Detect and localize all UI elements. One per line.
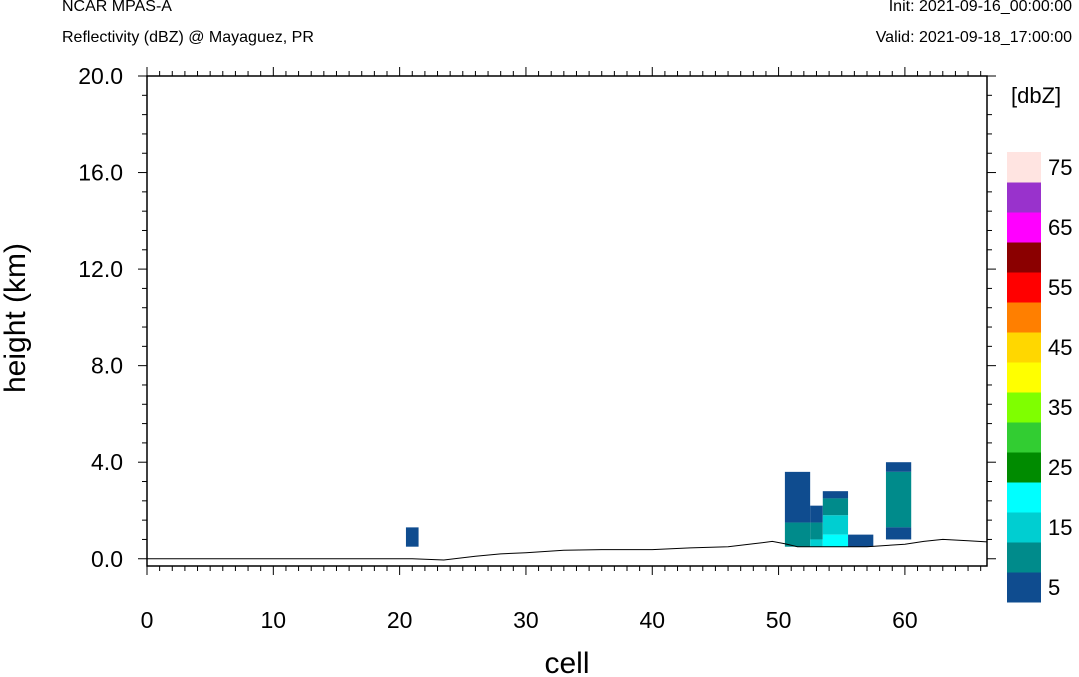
colorbar-box-70 (1007, 182, 1041, 213)
colorbar-box-20 (1007, 482, 1041, 513)
colorbar-label: 35 (1048, 395, 1072, 420)
colorbar-labels: 5 15 25 35 45 55 65 75 (1048, 155, 1072, 600)
x-axis-label: cell (544, 647, 589, 677)
colorbar-label: 45 (1048, 335, 1072, 360)
terrain-line (147, 538, 988, 561)
reflectivity-cell-10 (848, 534, 874, 547)
reflectivity-cell-5 (810, 539, 823, 547)
reflectivity-cell-11 (885, 462, 912, 472)
valid-time: Valid: 2021-09-18_17:00:00 (875, 29, 1072, 46)
cells-layer (405, 462, 912, 547)
y-tick-label: 12.0 (78, 256, 123, 282)
colorbar-box-10 (1007, 542, 1041, 573)
x-tick-label: 20 (387, 607, 413, 633)
reflectivity-cell-7 (822, 498, 849, 516)
reflectivity-cell-2 (784, 522, 811, 547)
colorbar-label: 5 (1048, 575, 1060, 600)
x-tick-label: 60 (892, 607, 918, 633)
y-axis-label: height (km) (0, 243, 32, 393)
y-tick-label: 16.0 (78, 160, 123, 186)
init-time: Init: 2021-09-16_00:00:00 (888, 0, 1072, 15)
y-tick-label: 0.0 (91, 546, 123, 572)
reflectivity-cell-4 (810, 522, 823, 540)
reflectivity-cell-1 (784, 471, 811, 523)
colorbar-box-40 (1007, 362, 1041, 393)
colorbar-label: 55 (1048, 275, 1072, 300)
x-tick-label: 40 (639, 607, 665, 633)
reflectivity-cell-0 (405, 527, 419, 547)
colorbar-label: 25 (1048, 455, 1072, 480)
ticks-layer (138, 67, 996, 575)
colorbar-label: 65 (1048, 215, 1072, 240)
reflectivity-cell-8 (822, 515, 849, 535)
colorbar-box-55 (1007, 272, 1041, 303)
colorbar-box-15 (1007, 512, 1041, 543)
reflectivity-cell-3 (810, 505, 823, 523)
colorbar-box-5 (1007, 572, 1041, 603)
colorbar-box-25 (1007, 452, 1041, 483)
x-tick-label: 0 (141, 607, 154, 633)
colorbar-label: 15 (1048, 515, 1072, 540)
colorbar-box-50 (1007, 302, 1041, 333)
colorbar-unit-label: [dbZ] (1011, 83, 1061, 108)
x-tick-labels: 0 10 20 30 40 50 60 (141, 607, 918, 633)
y-tick-label: 4.0 (91, 449, 123, 475)
reflectivity-cell-6 (822, 491, 849, 499)
colorbar-box-45 (1007, 332, 1041, 363)
y-tick-labels: 0.0 4.0 8.0 12.0 16.0 20.0 (78, 63, 123, 572)
x-tick-label: 10 (261, 607, 287, 633)
reflectivity-cell-12 (885, 471, 912, 528)
colorbar-box-60 (1007, 242, 1041, 273)
colorbar-label: 75 (1048, 155, 1072, 180)
x-tick-label: 30 (513, 607, 539, 633)
x-tick-label: 50 (766, 607, 792, 633)
y-tick-label: 8.0 (91, 353, 123, 379)
reflectivity-cell-9 (822, 534, 849, 547)
colorbar-box-30 (1007, 422, 1041, 453)
terrain-layer (147, 538, 988, 561)
y-tick-label: 20.0 (78, 63, 123, 89)
reflectivity-cell-13 (885, 527, 912, 540)
colorbar (1007, 152, 1041, 603)
colorbar-box-65 (1007, 212, 1041, 243)
colorbar-box-75 (1007, 152, 1041, 183)
title-left: NCAR MPAS-A (62, 0, 172, 15)
subtitle-left: Reflectivity (dBZ) @ Mayaguez, PR (62, 29, 314, 46)
plot-frame (146, 75, 988, 567)
colorbar-box-35 (1007, 392, 1041, 423)
